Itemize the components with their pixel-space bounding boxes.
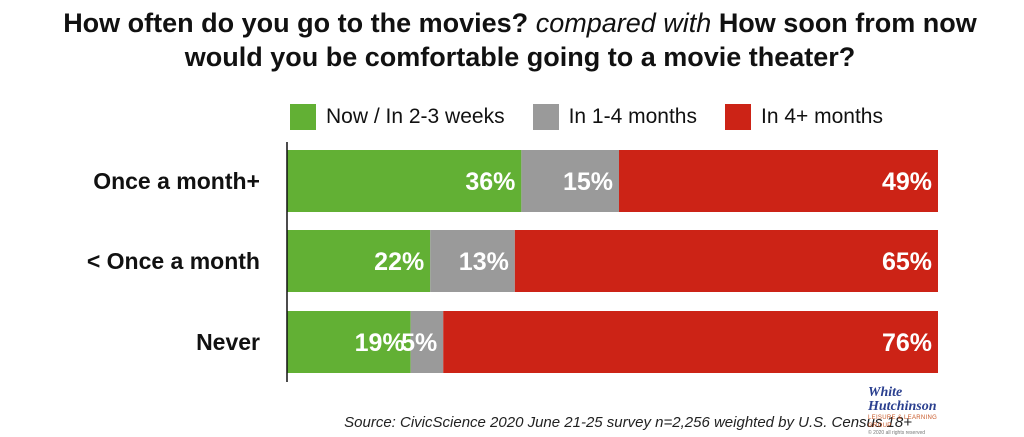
legend-label-1-4-months: In 1-4 months	[568, 105, 697, 128]
bar-once-a-month-in-1-4-months	[430, 230, 515, 292]
category-label-never: Never	[196, 329, 260, 355]
legend-swatch-4-plus-months	[724, 104, 751, 130]
bar-once-a-month-in-4-months	[619, 150, 938, 212]
legend-item-now: Now / In 2-3 weeks	[290, 104, 505, 130]
data-label-once-a-month-now-in-2-3-weeks: 22%	[374, 248, 424, 276]
legend-item-4-plus-months: In 4+ months	[724, 104, 883, 130]
data-label-once-a-month-now-in-2-3-weeks: 36%	[465, 168, 515, 196]
bar-never-in-1-4-months	[410, 311, 444, 373]
bar-once-a-month-now-in-2-3-weeks	[287, 150, 522, 212]
data-label-once-a-month-in-1-4-months: 15%	[563, 168, 613, 196]
logo-copyright: © 2020 all rights reserved	[868, 430, 926, 436]
data-label-never-now-in-2-3-weeks: 19%	[355, 329, 405, 357]
legend-item-1-4-months: In 1-4 months	[532, 104, 697, 130]
category-label-once-a-month: Once a month+	[93, 168, 260, 194]
bar-once-a-month-in-4-months	[514, 230, 938, 292]
data-label-never-in-4-months: 76%	[882, 329, 932, 357]
legend-swatch-1-4-months	[532, 104, 559, 130]
bar-never-in-4-months	[443, 311, 938, 373]
bar-once-a-month-now-in-2-3-weeks	[287, 230, 431, 292]
title-part-2: compared with	[535, 8, 712, 38]
legend-swatch-now	[290, 104, 316, 130]
data-label-once-a-month-in-1-4-months: 13%	[459, 248, 509, 276]
legend-label-now: Now / In 2-3 weeks	[326, 105, 505, 128]
legend-label-4-plus-months: In 4+ months	[760, 105, 883, 128]
source-note: Source: CivicScience 2020 June 21-25 sur…	[344, 414, 912, 431]
logo-line-2: Hutchinson	[868, 399, 937, 414]
data-label-once-a-month-in-4-months: 49%	[882, 168, 932, 196]
data-label-once-a-month-in-4-months: 65%	[882, 248, 932, 276]
logo-line-1: White	[868, 385, 903, 400]
logo-tagline: LEISURE & LEARNING GROUP	[868, 415, 938, 429]
category-label-once-a-month: < Once a month	[87, 248, 260, 274]
bar-once-a-month-in-1-4-months	[521, 150, 620, 212]
bar-never-now-in-2-3-weeks	[287, 311, 411, 373]
brand-logo: White Hutchinson LEISURE & LEARNING GROU…	[868, 385, 948, 437]
chart-title: How often do you go to the movies? compa…	[40, 6, 1000, 74]
title-part-3: How soon from now would you be comfortab…	[184, 8, 977, 72]
data-label-never-in-1-4-months: 5%	[401, 329, 437, 357]
chart-legend: Now / In 2-3 weeks In 1-4 months In 4+ m…	[290, 102, 911, 132]
title-part-1: How often do you go to the movies?	[63, 8, 529, 38]
